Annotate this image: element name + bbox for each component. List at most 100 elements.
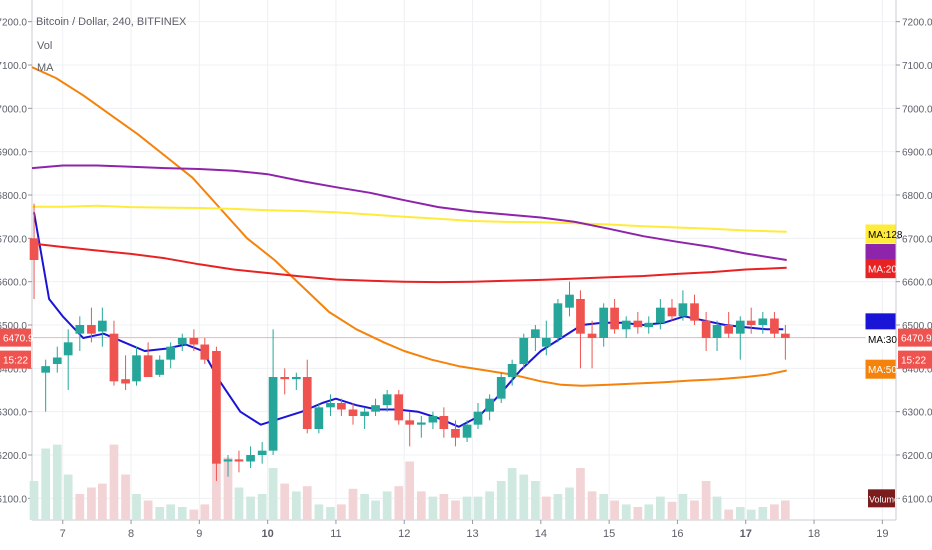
candle-body — [758, 318, 768, 325]
x-tick-label: 18 — [808, 528, 820, 540]
volume-bar — [394, 486, 404, 520]
candle-body — [223, 459, 233, 462]
volume-bar — [405, 461, 415, 520]
plot-area — [32, 0, 896, 520]
y-tick-label-left: 7100.0 — [0, 61, 27, 72]
volume-bar — [735, 507, 745, 520]
candle — [507, 359, 517, 386]
volume-bar — [291, 491, 301, 520]
y-tick-label-right: 6400.0 — [902, 364, 932, 375]
y-tick-label-right: 6900.0 — [902, 148, 932, 159]
candle-body — [166, 346, 176, 360]
candle-body — [52, 357, 62, 364]
candle — [155, 355, 165, 377]
candle — [29, 203, 39, 299]
candle — [326, 394, 335, 416]
volume-bar — [428, 496, 438, 520]
volume-bar — [75, 494, 85, 520]
ma-line — [31, 66, 787, 387]
candle-body — [587, 333, 597, 338]
volume-bar — [610, 500, 619, 520]
candle — [553, 299, 563, 343]
candle — [371, 398, 380, 416]
countdown-left: 15:22 — [3, 356, 28, 367]
candle — [75, 316, 85, 351]
x-tick-label: 8 — [128, 528, 134, 540]
candle — [780, 325, 790, 360]
candle-body — [212, 351, 221, 464]
candle — [735, 316, 745, 360]
candle-body — [200, 344, 210, 360]
candle — [314, 403, 324, 434]
y-tick-label-right: 7100.0 — [902, 61, 932, 72]
candle-body — [519, 338, 529, 364]
candle-body — [644, 322, 654, 328]
volume-bar — [678, 494, 688, 520]
volume-bar — [223, 457, 233, 520]
volume-bar — [656, 496, 665, 520]
y-tick-label-left: 6100.0 — [0, 494, 27, 505]
countdown-right-bg — [898, 350, 932, 369]
candle-body — [394, 394, 404, 421]
volume-bar — [234, 487, 244, 520]
ma-label: MA:128 — [868, 230, 903, 241]
candle-body — [155, 359, 165, 375]
candle-body — [531, 329, 540, 338]
candle-body — [246, 455, 255, 462]
candle — [63, 329, 73, 390]
volume-bar — [360, 494, 369, 520]
volume-bar — [268, 468, 278, 520]
ma-line — [32, 204, 787, 233]
candle — [690, 294, 699, 325]
last-price-label-left: 6470.9 — [3, 334, 34, 345]
candle — [770, 312, 779, 338]
candle-body — [109, 333, 119, 382]
volume-bar — [485, 491, 494, 520]
candle-body — [770, 318, 779, 334]
candle — [758, 312, 768, 334]
candle — [109, 320, 119, 386]
candle-body — [63, 342, 73, 356]
volume-bar — [280, 483, 290, 520]
candle — [223, 455, 233, 477]
candle — [166, 342, 176, 369]
candle-body — [268, 377, 278, 451]
candle-body — [382, 394, 392, 406]
volume-bar — [97, 483, 107, 520]
chart-title: Bitcoin / Dollar, 240, BITFINEX — [36, 16, 187, 28]
ma-line — [31, 164, 787, 261]
candle — [337, 398, 346, 416]
ma-label: MA:50 — [868, 365, 897, 376]
y-tick-label-left: 7000.0 — [0, 104, 27, 115]
y-tick-label-right: 6200.0 — [902, 451, 932, 462]
ma-label: MA:30 — [868, 335, 897, 346]
x-tick-label: 12 — [398, 528, 410, 540]
x-tick-label: 7 — [60, 528, 66, 540]
last-price-label-right-bg — [898, 328, 932, 347]
candle-body — [87, 325, 96, 334]
ma-label-bg — [865, 329, 896, 349]
candle-body — [496, 377, 506, 399]
legend-ma: MA — [37, 62, 54, 74]
volume-bar — [451, 500, 460, 520]
candle-body — [360, 411, 369, 416]
candle — [121, 355, 130, 390]
candle — [439, 407, 449, 438]
candle-body — [177, 338, 187, 345]
y-tick-label-left: 6300.0 — [0, 408, 27, 419]
y-tick-label-left: 6200.0 — [0, 451, 27, 462]
volume-bar — [587, 491, 597, 520]
candle — [97, 307, 107, 347]
candle-body — [132, 355, 141, 382]
y-tick-label-right: 7200.0 — [902, 18, 932, 29]
candle-body — [553, 303, 563, 338]
volume-bar — [541, 496, 551, 520]
candle-body — [473, 411, 483, 425]
candle-body — [291, 377, 301, 380]
volume-bar — [667, 501, 677, 520]
volume-bar — [531, 481, 540, 520]
ma-label-bg — [865, 259, 896, 279]
volume-bar — [337, 504, 346, 520]
